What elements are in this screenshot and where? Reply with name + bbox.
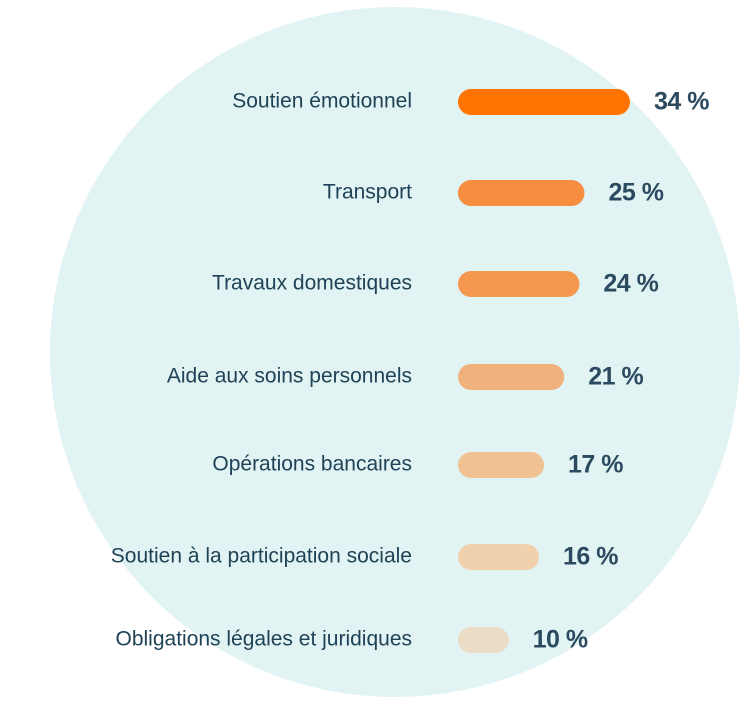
category-label: Opérations bancaires bbox=[212, 453, 412, 476]
value-label: 16 % bbox=[563, 543, 618, 571]
value-label: 10 % bbox=[533, 626, 588, 654]
bar bbox=[458, 271, 580, 297]
category-label: Soutien à la participation sociale bbox=[111, 545, 412, 568]
category-label: Soutien émotionnel bbox=[232, 90, 412, 113]
value-label: 17 % bbox=[568, 451, 623, 479]
value-label: 21 % bbox=[588, 363, 643, 391]
category-label: Obligations légales et juridiques bbox=[115, 628, 412, 651]
bar bbox=[458, 627, 509, 653]
category-label: Travaux domestiques bbox=[212, 272, 412, 295]
category-label: Transport bbox=[323, 181, 412, 204]
bar bbox=[458, 180, 585, 206]
background-circle bbox=[50, 7, 740, 697]
bar bbox=[458, 89, 630, 115]
value-label: 34 % bbox=[654, 88, 709, 116]
bar bbox=[458, 364, 565, 390]
value-label: 25 % bbox=[608, 179, 663, 207]
value-label: 24 % bbox=[603, 270, 658, 298]
bar bbox=[458, 544, 539, 570]
category-label: Aide aux soins personnels bbox=[167, 365, 412, 388]
bar bbox=[458, 452, 544, 478]
